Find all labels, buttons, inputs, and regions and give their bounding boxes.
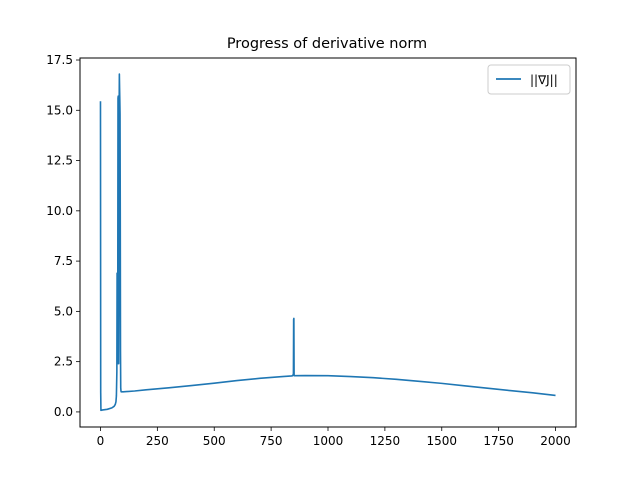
x-tick-label: 500 bbox=[203, 434, 226, 448]
y-tick-label: 7.5 bbox=[54, 254, 73, 268]
y-tick-label: 12.5 bbox=[46, 154, 73, 168]
y-tick-label: 2.5 bbox=[54, 355, 73, 369]
x-tick-label: 1500 bbox=[426, 434, 457, 448]
x-tick-label: 750 bbox=[260, 434, 283, 448]
x-tick-label: 1250 bbox=[370, 434, 401, 448]
x-tick-label: 2000 bbox=[540, 434, 571, 448]
axes-frame bbox=[79, 57, 577, 428]
y-tick-label: 0.0 bbox=[54, 405, 73, 419]
y-axis: 0.0 2.5 5.0 7.5 10.0 12.5 15.0 17.5 bbox=[46, 53, 80, 419]
y-tick-label: 5.0 bbox=[54, 304, 73, 318]
x-tick-label: 0 bbox=[97, 434, 105, 448]
x-tick-label: 250 bbox=[146, 434, 169, 448]
y-tick-label: 17.5 bbox=[46, 53, 73, 67]
x-tick-label: 1000 bbox=[313, 434, 344, 448]
legend-label: ||∇J|| bbox=[530, 73, 558, 87]
series-line-0 bbox=[99, 73, 556, 412]
plot-area bbox=[99, 73, 556, 412]
y-tick-label: 10.0 bbox=[46, 204, 73, 218]
chart-title: Progress of derivative norm bbox=[227, 36, 427, 52]
y-tick-label: 15.0 bbox=[46, 103, 73, 117]
x-axis: 0 250 500 750 1000 1250 1500 1750 2000 bbox=[97, 427, 571, 448]
legend: ||∇J|| bbox=[487, 64, 571, 95]
x-tick-label: 1750 bbox=[483, 434, 514, 448]
legend-box bbox=[487, 64, 571, 95]
